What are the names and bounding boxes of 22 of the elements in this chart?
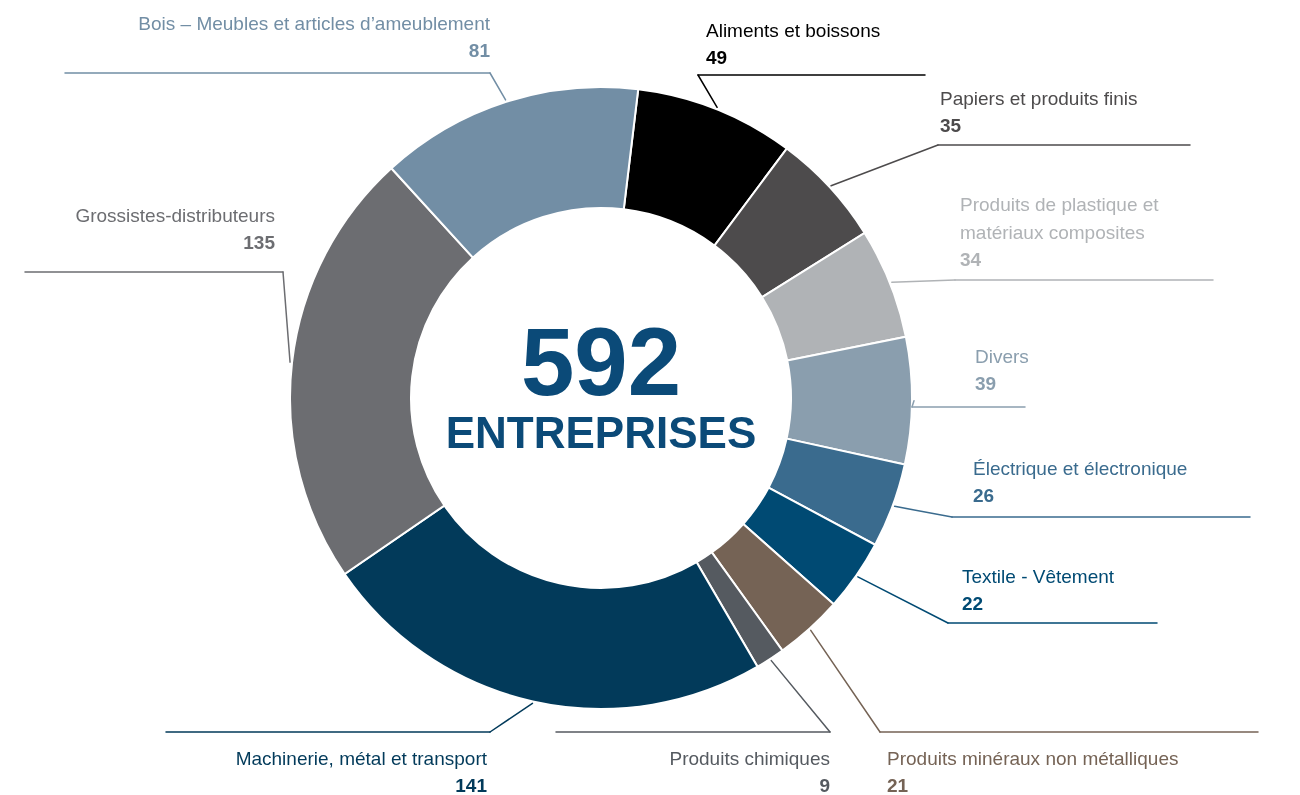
data-label: 22 <box>962 593 984 614</box>
data-label: 34 <box>960 249 982 270</box>
data-label: 26 <box>973 485 995 506</box>
data-label: 21 <box>887 775 909 795</box>
slice-label: Électrique et électronique <box>973 458 1188 479</box>
data-label: 141 <box>455 775 488 795</box>
slice-label: Bois – Meubles et articles d’ameublement <box>138 13 491 34</box>
data-label: 81 <box>468 40 491 61</box>
slice-label: Produits minéraux non métalliques <box>887 748 1179 769</box>
slice-label: Produits chimiques <box>669 748 830 769</box>
slice-label: Produits de plastique et matériaux composites <box>960 194 1160 243</box>
slice-label: Machinerie, métal et transport <box>235 748 488 769</box>
data-label: 9 <box>819 775 830 795</box>
data-label: 135 <box>243 232 276 253</box>
slice-label: Textile - Vêtement <box>962 566 1115 587</box>
slice-label: Aliments et boissons <box>706 20 881 41</box>
slice-label: Divers <box>975 346 1029 367</box>
data-label: 39 <box>975 373 997 394</box>
slice-label: Papiers et produits finis <box>940 88 1138 109</box>
data-label: 49 <box>706 47 728 68</box>
slice-label: Grossistes-distributeurs <box>75 205 275 226</box>
data-label: 35 <box>940 115 962 136</box>
